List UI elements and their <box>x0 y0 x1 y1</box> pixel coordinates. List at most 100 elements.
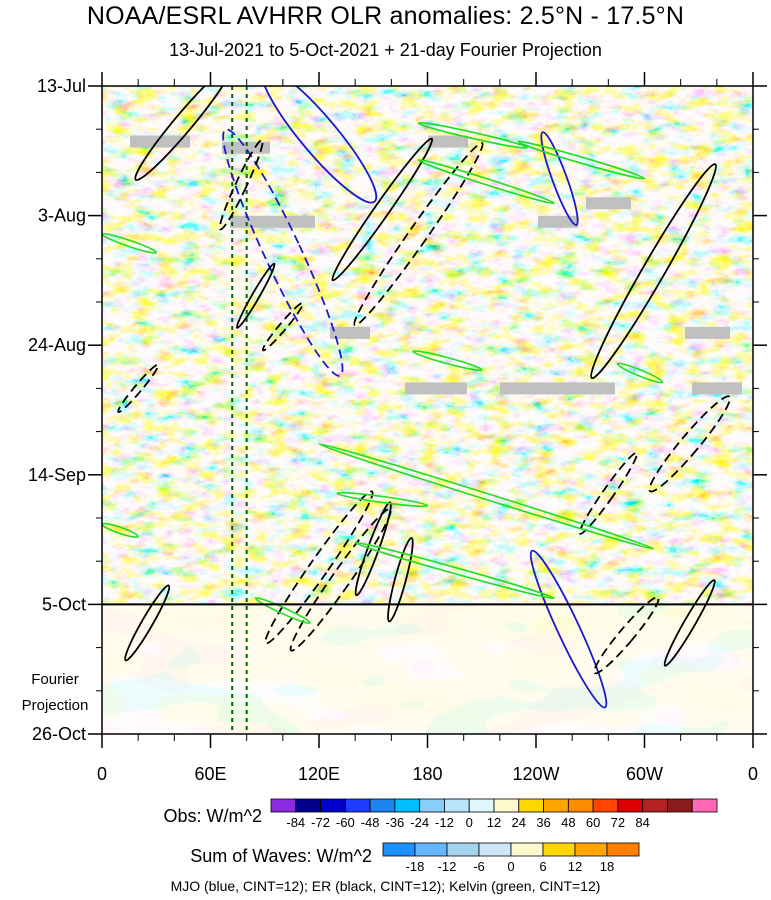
sum-colorbar-tick-label: -12 <box>438 859 457 874</box>
obs-colorbar-tick-label: 48 <box>561 815 575 830</box>
y-tick-label: 14-Sep <box>28 465 86 485</box>
kelvin-wave-contour <box>412 350 483 372</box>
x-tick-label: 120W <box>512 764 559 784</box>
projection-label: Fourier <box>31 671 79 688</box>
missing-data-bar <box>586 197 631 210</box>
obs-colorbar-tick-label: 72 <box>611 815 625 830</box>
obs-colorbar-swatch <box>444 798 470 813</box>
projection-label: Projection <box>22 697 89 714</box>
missing-data-bar <box>130 135 190 148</box>
obs-colorbar-swatch <box>617 798 644 813</box>
missing-data-bar <box>500 382 615 395</box>
obs-colorbar-tick-label: 0 <box>466 815 473 830</box>
sum-colorbar-label: Sum of Waves: W/m^2 <box>190 846 372 866</box>
sum-colorbar-swatch <box>478 842 512 857</box>
missing-data-bar <box>428 135 468 148</box>
x-tick-label: 60W <box>626 764 663 784</box>
y-tick-label: 5-Oct <box>42 594 86 614</box>
er-wave-contour <box>236 262 276 329</box>
legend-note: MJO (blue, CINT=12); ER (black, CINT=12)… <box>170 878 601 894</box>
er-wave-contour <box>218 139 264 231</box>
missing-data-bar <box>692 382 742 395</box>
obs-colorbar-tick-label: -84 <box>286 815 305 830</box>
obs-colorbar-tick-label: -24 <box>410 815 429 830</box>
er-wave-contour <box>124 584 171 662</box>
obs-colorbar-label: Obs: W/m^2 <box>164 806 262 826</box>
obs-colorbar-tick-label: 84 <box>635 815 649 830</box>
sum-colorbar-swatch <box>574 842 608 857</box>
sum-colorbar-tick-label: 6 <box>539 859 546 874</box>
kelvin-wave-contour <box>336 491 429 508</box>
mjo-wave-contour <box>260 86 378 204</box>
mjo-wave-contour <box>540 131 579 226</box>
sum-colorbar-swatch <box>446 842 480 857</box>
kelvin-wave-contour <box>354 541 555 600</box>
er-wave-contour <box>117 363 160 414</box>
observed-olr-field <box>102 86 753 605</box>
kelvin-wave-contour <box>254 597 311 625</box>
projection-olr-field <box>102 604 753 734</box>
obs-colorbar-swatch <box>320 798 346 813</box>
kelvin-wave-contour <box>616 362 664 384</box>
kelvin-wave-contour <box>318 443 655 550</box>
kelvin-wave-contour <box>102 232 158 254</box>
sum-colorbar-tick-label: 18 <box>600 859 614 874</box>
obs-colorbar-tick-label: 12 <box>487 815 501 830</box>
obs-colorbar-tick-label: 24 <box>512 815 526 830</box>
sum-colorbar-tick-label: 12 <box>568 859 582 874</box>
obs-colorbar-swatch <box>468 798 495 813</box>
obs-colorbar-swatch <box>543 798 569 813</box>
olr-field <box>102 86 753 734</box>
er-wave-contour <box>289 507 392 652</box>
er-wave-contour <box>387 537 414 623</box>
y-tick-label: 24-Aug <box>28 335 86 355</box>
obs-colorbar-swatch <box>667 798 693 813</box>
x-tick-label: 0 <box>97 764 107 784</box>
missing-data-bar <box>330 326 370 339</box>
sum-colorbar-swatch <box>414 842 448 857</box>
er-wave-contour <box>264 490 374 645</box>
mjo-wave-contour <box>529 549 608 709</box>
obs-colorbar-tick-label: -12 <box>435 815 454 830</box>
sum-colorbar-tick-label: -6 <box>473 859 485 874</box>
kelvin-wave-contour <box>417 121 528 149</box>
obs-colorbar-swatch <box>369 798 396 813</box>
obs-colorbar-swatch <box>344 798 371 813</box>
er-wave-contour <box>590 163 717 380</box>
obs-colorbar-tick-label: -60 <box>336 815 355 830</box>
obs-colorbar-tick-label: -48 <box>361 815 380 830</box>
obs-colorbar-swatch <box>419 798 445 813</box>
obs-colorbar-swatch <box>394 798 421 813</box>
obs-colorbar-swatch <box>270 798 297 813</box>
x-tick-label: 180 <box>412 764 442 784</box>
obs-colorbar-tick-label: -72 <box>311 815 330 830</box>
obs-colorbar-swatch <box>567 798 594 813</box>
obs-colorbar-swatch <box>295 798 321 813</box>
obs-colorbar-tick-label: 60 <box>586 815 600 830</box>
sum-colorbar-swatch <box>510 842 544 857</box>
sum-colorbar-tick-label: 0 <box>507 859 514 874</box>
chart-subtitle: 13-Jul-2021 to 5-Oct-2021 + 21-day Fouri… <box>169 40 602 60</box>
x-tick-label: 120E <box>298 764 340 784</box>
er-wave-contour <box>331 137 434 282</box>
y-tick-label: 26-Oct <box>32 724 86 744</box>
missing-data-bar <box>405 382 467 395</box>
er-wave-contour <box>353 142 484 327</box>
chart-title: NOAA/ESRL AVHRR OLR anomalies: 2.5°N - 1… <box>86 2 685 30</box>
missing-data-bar <box>230 215 315 228</box>
sum-colorbar-tick-label: -18 <box>406 859 425 874</box>
obs-colorbar-swatch <box>642 798 668 813</box>
er-wave-contour <box>134 86 233 181</box>
missing-data-bar <box>538 215 578 228</box>
obs-colorbar-swatch <box>592 798 619 813</box>
mjo-wave-contour <box>222 128 344 377</box>
missing-data-bar <box>685 326 730 339</box>
er-wave-contour <box>663 579 716 667</box>
sum-colorbar-swatch <box>382 842 416 857</box>
x-tick-label: 0 <box>748 764 758 784</box>
y-tick-label: 13-Jul <box>37 76 86 96</box>
kelvin-wave-contour <box>517 140 646 180</box>
kelvin-wave-contour <box>417 159 555 205</box>
x-tick-label: 60E <box>194 764 226 784</box>
